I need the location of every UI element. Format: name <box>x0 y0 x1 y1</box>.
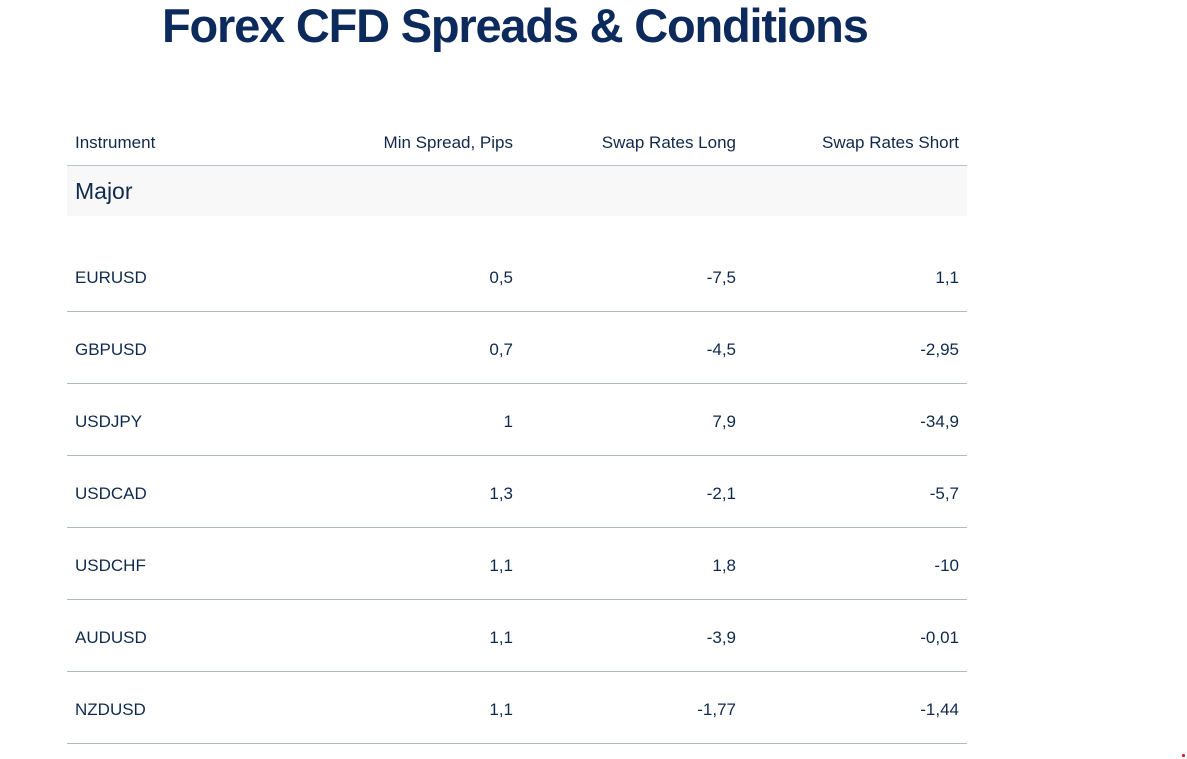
cell-swap-short: -5,7 <box>929 483 959 503</box>
cell-instrument: AUDUSD <box>75 627 147 647</box>
group-header-major: Major <box>67 166 967 216</box>
table-row: USDCAD 1,3 -2,1 -5,7 <box>67 456 967 528</box>
cell-swap-long: -1,77 <box>697 699 736 719</box>
cell-swap-long: -4,5 <box>706 339 736 359</box>
cell-swap-short: -2,95 <box>920 339 959 359</box>
header-swap-long: Swap Rates Long <box>601 132 736 152</box>
cell-instrument: GBPUSD <box>75 339 147 359</box>
cell-swap-short: -0,01 <box>920 627 959 647</box>
cell-swap-long: -2,1 <box>706 483 736 503</box>
header-instrument: Instrument <box>75 132 156 152</box>
cell-swap-long: 1,8 <box>712 555 736 575</box>
spreads-table: Instrument Min Spread, Pips Swap Rates L… <box>67 120 967 744</box>
cell-min-spread: 1,3 <box>489 483 513 503</box>
cell-swap-long: -7,5 <box>706 267 736 287</box>
cell-min-spread: 1,1 <box>489 627 513 647</box>
cell-instrument: NZDUSD <box>75 699 146 719</box>
cell-swap-long: 7,9 <box>712 411 736 431</box>
header-swap-short: Swap Rates Short <box>821 132 959 152</box>
table-row: NZDUSD 1,1 -1,77 -1,44 <box>67 672 967 744</box>
table-row: USDCHF 1,1 1,8 -10 <box>67 528 967 600</box>
cell-min-spread: 1,1 <box>489 699 513 719</box>
cell-swap-short: 1,1 <box>935 267 959 287</box>
cell-min-spread: 0,5 <box>489 267 513 287</box>
group-spacer <box>67 216 967 240</box>
cell-min-spread: 0,7 <box>489 339 513 359</box>
table-row: EURUSD 0,5 -7,5 1,1 <box>67 240 967 312</box>
cell-swap-short: -34,9 <box>920 411 959 431</box>
table-header-row: Instrument Min Spread, Pips Swap Rates L… <box>67 120 967 166</box>
cell-swap-short: -1,44 <box>920 699 959 719</box>
page-title: Forex CFD Spreads & Conditions <box>162 0 869 52</box>
cell-swap-long: -3,9 <box>706 627 736 647</box>
cell-swap-short: -10 <box>934 555 959 575</box>
cell-instrument: USDCAD <box>75 483 147 503</box>
table-row: GBPUSD 0,7 -4,5 -2,95 <box>67 312 967 384</box>
table-row: AUDUSD 1,1 -3,9 -0,01 <box>67 600 967 672</box>
cell-min-spread: 1,1 <box>489 555 513 575</box>
cell-instrument: USDJPY <box>75 411 143 431</box>
cursor-dot <box>1182 754 1185 757</box>
header-min-spread: Min Spread, Pips <box>383 132 513 152</box>
cell-instrument: USDCHF <box>75 555 146 575</box>
cell-instrument: EURUSD <box>75 267 147 287</box>
cell-min-spread: 1 <box>503 411 513 431</box>
table-row: USDJPY 1 7,9 -34,9 <box>67 384 967 456</box>
